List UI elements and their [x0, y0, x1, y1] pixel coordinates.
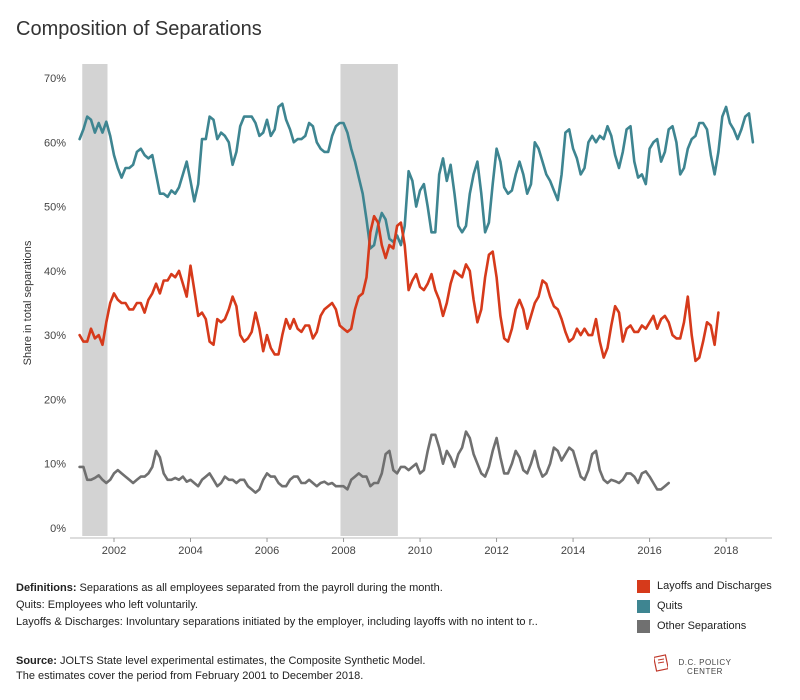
x-tick-label-2018: 2018 [714, 545, 738, 557]
x-tick-label-2004: 2004 [178, 545, 202, 557]
definitions-line: Definitions: Separations as all employee… [16, 580, 626, 597]
source-line: Source: JOLTS State level experimental e… [16, 654, 576, 669]
x-tick-label-2008: 2008 [331, 545, 355, 557]
x-tick-label-2016: 2016 [637, 545, 661, 557]
source-label: Source: [16, 655, 57, 667]
source-text: JOLTS State level experimental estimates… [56, 655, 426, 667]
series-line-layoffs-and-discharges [78, 214, 720, 363]
chart-legend: Layoffs and Discharges Quits Other Separ… [637, 576, 797, 636]
y-tick-label-70: 70% [44, 73, 66, 85]
logo-text: D.C. POLICY CENTER [670, 658, 740, 676]
x-tick-label-2010: 2010 [408, 545, 432, 557]
legend-swatch-layoffs [637, 579, 650, 593]
x-tick-label-2006: 2006 [255, 545, 279, 557]
series-line-other-separations [78, 430, 670, 494]
x-tick-label-2012: 2012 [484, 545, 508, 557]
legend-label-layoffs: Layoffs and Discharges [657, 580, 772, 592]
chart-title: Composition of Separations [16, 18, 262, 40]
series-line-quits [78, 102, 755, 250]
definitions-label: Definitions: [16, 582, 77, 594]
source-period: The estimates cover the period from Febr… [16, 670, 364, 682]
logo-line1: D.C. POLICY [678, 658, 732, 667]
legend-item-quits: Quits [637, 596, 797, 616]
legend-swatch-quits [637, 599, 650, 613]
logo-line2: CENTER [687, 667, 723, 676]
capitol-icon [654, 654, 668, 672]
legend-item-layoffs: Layoffs and Discharges [637, 576, 797, 596]
dc-policy-center-logo: D.C. POLICY CENTER [650, 648, 760, 688]
layoffs-definition: Layoffs & Discharges: Involuntary separa… [16, 616, 538, 628]
quits-definition: Quits: Employees who left voluntarily. [16, 599, 198, 611]
definitions-text: Separations as all employees separated f… [76, 582, 443, 594]
y-tick-label-50: 50% [44, 202, 66, 214]
y-tick-label-10: 10% [44, 459, 66, 471]
legend-swatch-other [637, 619, 650, 633]
y-tick-label-60: 60% [44, 137, 66, 149]
x-tick-label-2002: 2002 [102, 545, 126, 557]
line-chart: 0% 10% 20% 30% 40% 50% 60% 70% 2002 2004 2006 2008 2… [22, 64, 772, 557]
x-tick-label-2014: 2014 [561, 545, 585, 557]
source-notes: Source: JOLTS State level experimental e… [16, 654, 576, 684]
legend-label-quits: Quits [657, 600, 683, 612]
y-axis-title: Share in total separations [22, 240, 34, 365]
y-tick-label-30: 30% [44, 330, 66, 342]
legend-item-other: Other Separations [637, 616, 797, 636]
legend-label-other: Other Separations [657, 620, 747, 632]
recession-band-1 [82, 64, 108, 536]
y-tick-label-20: 20% [44, 394, 66, 406]
y-tick-label-0: 0% [50, 523, 66, 535]
definitions-notes: Definitions: Separations as all employee… [16, 580, 626, 631]
y-tick-label-40: 40% [44, 266, 66, 278]
